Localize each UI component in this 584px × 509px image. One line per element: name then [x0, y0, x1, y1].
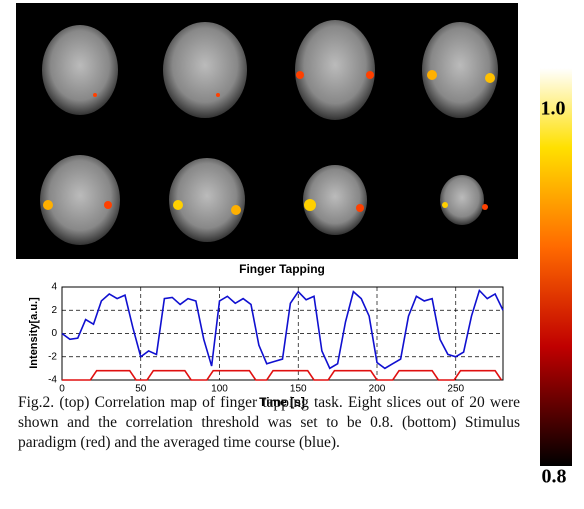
y-tick-label: 2	[51, 305, 57, 316]
slice	[422, 22, 498, 118]
slice	[295, 20, 375, 120]
slice	[40, 155, 120, 245]
colorbar-label: 0.8	[542, 466, 567, 488]
y-tick-label: 0	[51, 328, 57, 339]
page: 1.0 0.8 Finger Tapping Time [s] Intensit…	[0, 0, 584, 509]
colorbar-label: 1.0	[541, 98, 566, 120]
caption: Fig.2. (top) Correlation map of finger t…	[18, 393, 520, 453]
slice	[440, 175, 484, 225]
colorbar	[540, 68, 572, 466]
y-tick-label: -2	[48, 351, 57, 362]
slice	[163, 22, 247, 118]
slice	[169, 158, 245, 242]
slice	[42, 25, 118, 115]
y-tick-label: -4	[48, 375, 57, 386]
y-tick-label: 4	[51, 282, 57, 293]
chart-title: Finger Tapping	[239, 262, 325, 276]
y-axis-label: Intensity[a.u.]	[28, 297, 40, 369]
